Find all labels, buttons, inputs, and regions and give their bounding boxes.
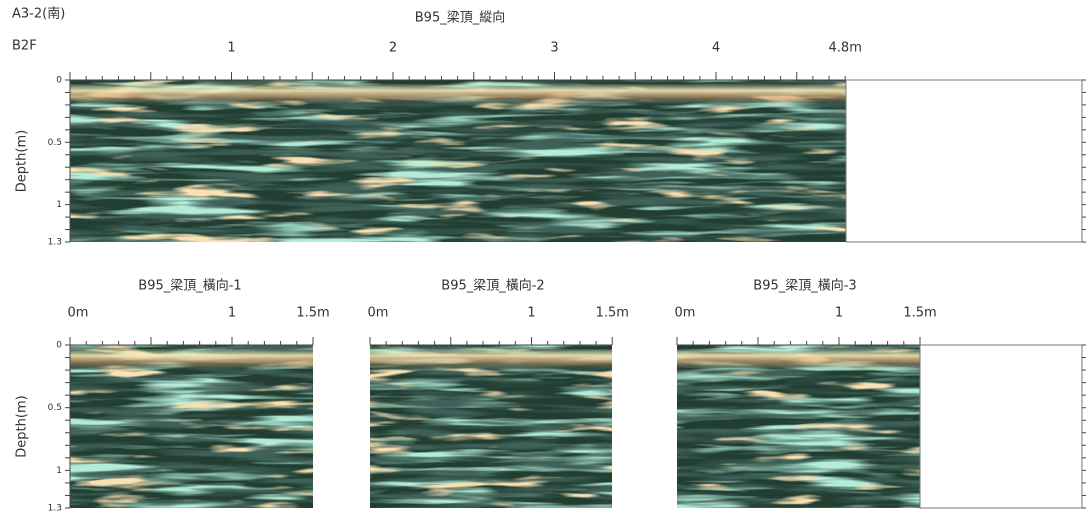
empty-region xyxy=(845,79,1083,243)
profile-title: B95_梁頂_橫向-2 xyxy=(441,278,544,294)
y-label: 1.3 xyxy=(48,504,62,514)
x-label: 2 xyxy=(389,41,397,56)
x-label: 4 xyxy=(712,41,720,56)
profile-title: B95_梁頂_橫向-1 xyxy=(138,278,241,294)
y-label: 0 xyxy=(56,341,62,351)
surface-band xyxy=(677,349,920,371)
empty-region xyxy=(919,344,1083,509)
y-label: 0.5 xyxy=(48,138,62,148)
radargram-warm xyxy=(370,345,612,508)
surface-band xyxy=(370,349,612,371)
y-axis-label: Depth(m) xyxy=(15,130,30,192)
x-label: 1.5m xyxy=(596,306,629,321)
radargram-warm xyxy=(70,345,313,508)
y-label: 1 xyxy=(56,466,62,476)
profile-title: B95_梁頂_橫向-3 xyxy=(753,278,856,294)
location-label: A3-2(南) xyxy=(12,6,65,22)
surface-band xyxy=(70,84,846,106)
y-label: 1 xyxy=(56,200,62,210)
x-label: 0m xyxy=(675,306,696,321)
x-label: 1 xyxy=(227,41,235,56)
radargram-warm xyxy=(70,80,846,242)
y-label: 0 xyxy=(56,76,62,86)
x-label: 1.5m xyxy=(903,306,936,321)
y-label: 1.3 xyxy=(48,238,62,248)
x-label: 3 xyxy=(550,41,558,56)
profile-title: B95_梁頂_縱向 xyxy=(415,10,505,26)
x-label: 4.8m xyxy=(829,41,862,56)
floor-label: B2F xyxy=(12,39,37,54)
x-label: 1 xyxy=(835,306,843,321)
x-label: 1 xyxy=(527,306,535,321)
x-label: 1.5m xyxy=(296,306,329,321)
y-axis-label: Depth(m) xyxy=(15,395,30,457)
x-label: 0m xyxy=(368,306,389,321)
y-label: 0.5 xyxy=(48,403,62,413)
surface-band xyxy=(70,349,313,371)
radargram-warm xyxy=(677,345,920,508)
x-label: 1 xyxy=(228,306,236,321)
x-label: 0m xyxy=(68,306,89,321)
